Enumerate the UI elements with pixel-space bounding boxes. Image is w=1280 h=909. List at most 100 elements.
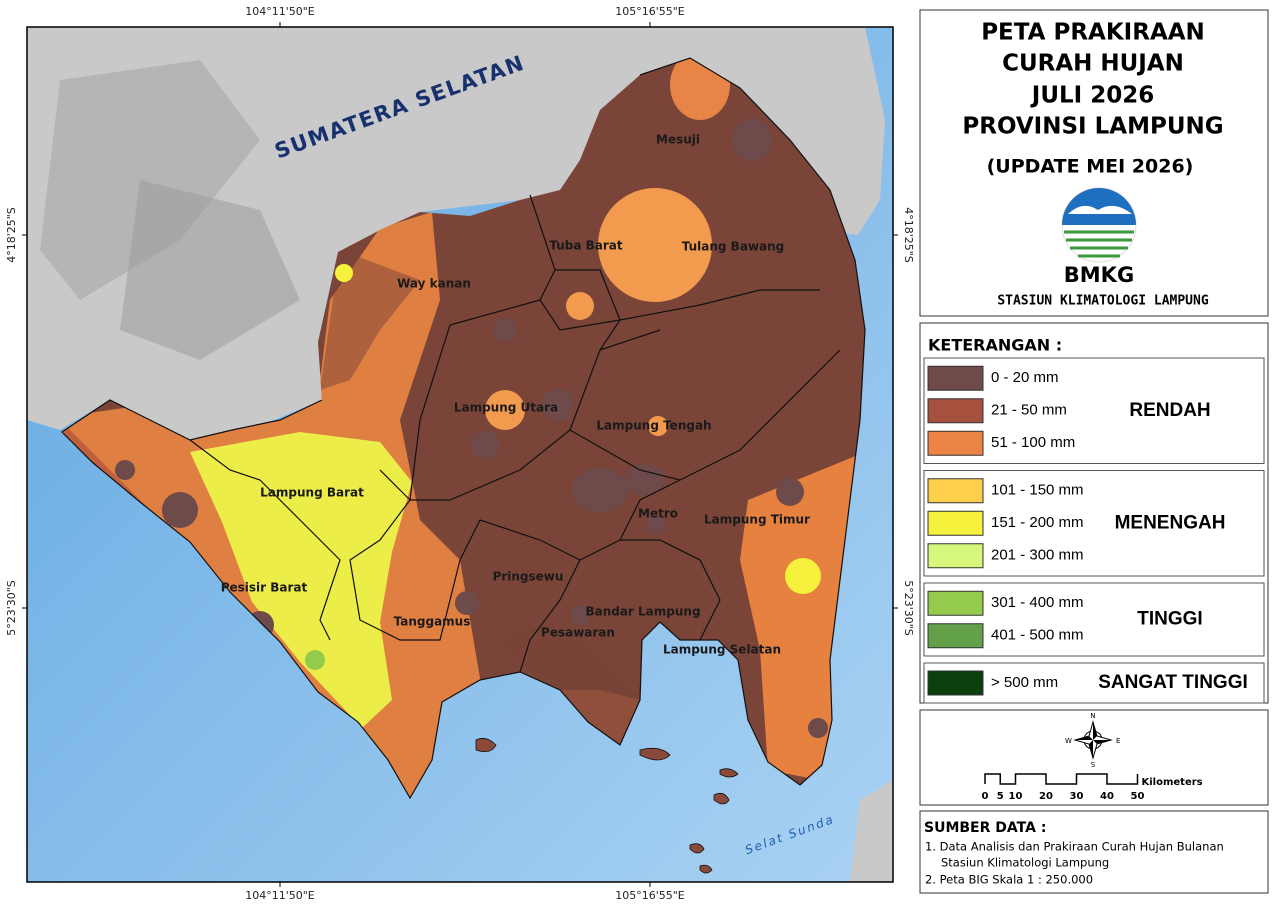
title-line: PETA PRAKIRAAN bbox=[981, 20, 1205, 46]
legend-swatch bbox=[927, 670, 984, 696]
zone bbox=[598, 188, 712, 302]
lat-label: 4°18'25"S bbox=[902, 207, 915, 263]
legend-swatch bbox=[927, 430, 984, 456]
zone bbox=[305, 650, 325, 670]
region-label: Way kanan bbox=[397, 277, 471, 291]
scale-label: 20 bbox=[1039, 791, 1053, 802]
zone bbox=[785, 558, 821, 594]
legend-label: 151 - 200 mm bbox=[991, 514, 1084, 531]
map: SUMATERA SELATAN Selat Sunda Mesuji Tuba… bbox=[27, 27, 893, 882]
source-line: 2. Peta BIG Skala 1 : 250.000 bbox=[925, 873, 1093, 887]
bmkg-logo bbox=[1061, 187, 1137, 263]
region-label: Lampung Selatan bbox=[663, 643, 781, 657]
compass-w: W bbox=[1065, 737, 1072, 745]
region-label: Lampung Timur bbox=[704, 513, 810, 527]
compass-n: N bbox=[1090, 712, 1095, 720]
legend: RENDAH 0 - 20 mm 21 - 50 mm 51 - 100 mm MENE… bbox=[923, 357, 1265, 704]
legend-label: 21 - 50 mm bbox=[991, 402, 1067, 419]
scale-label: 5 bbox=[997, 791, 1004, 802]
zone bbox=[500, 620, 640, 745]
legend-swatch bbox=[927, 623, 984, 649]
legend-heading: KETERANGAN : bbox=[928, 336, 1062, 355]
lat-label: 5°23'30"S bbox=[902, 580, 915, 636]
dry-spots bbox=[115, 118, 828, 738]
zone bbox=[190, 432, 412, 728]
scale-unit: Kilometers bbox=[1142, 777, 1203, 788]
source-box bbox=[919, 810, 1269, 894]
region-label: Tuba Barat bbox=[549, 239, 623, 253]
source-line: 1. Data Analisis dan Prakiraan Curah Huj… bbox=[925, 840, 1224, 854]
legend-label: 201 - 300 mm bbox=[991, 547, 1084, 564]
zone bbox=[335, 264, 353, 282]
graticule-ticks bbox=[22, 22, 898, 887]
map-frame bbox=[26, 26, 894, 883]
title-line: PROVINSI LAMPUNG bbox=[962, 114, 1223, 140]
lon-label: 104°11'50"E bbox=[245, 5, 315, 18]
region-label: Pesawaran bbox=[541, 626, 615, 640]
legend-label: 51 - 100 mm bbox=[991, 434, 1075, 451]
legend-swatch bbox=[927, 510, 984, 536]
region-label: Lampung Barat bbox=[260, 486, 364, 500]
scale-label: 40 bbox=[1100, 791, 1114, 802]
region-label: Tanggamus bbox=[394, 615, 471, 629]
update: (UPDATE MEI 2026) bbox=[987, 156, 1194, 178]
source-line: Stasiun Klimatologi Lampung bbox=[941, 856, 1109, 870]
region-label: Metro bbox=[638, 507, 678, 521]
region-label: Mesuji bbox=[656, 133, 700, 147]
legend-group-box bbox=[923, 357, 1265, 464]
compass-s: S bbox=[1091, 761, 1096, 769]
legend-group-label: RENDAH bbox=[1129, 400, 1210, 421]
legend-swatch bbox=[927, 365, 984, 391]
legend-swatch bbox=[927, 543, 984, 569]
lon-label: 105°16'55"E bbox=[615, 5, 685, 18]
region-labels: Mesuji Tuba Barat Tulang Bawang Way kana… bbox=[221, 133, 810, 657]
scale-label: 50 bbox=[1131, 791, 1145, 802]
legend-label: 301 - 400 mm bbox=[991, 594, 1084, 611]
region-label: Pesisir Barat bbox=[221, 581, 308, 595]
station: STASIUN KLIMATOLOGI LAMPUNG bbox=[997, 294, 1208, 309]
legend-label: > 500 mm bbox=[991, 674, 1058, 691]
scale-bar: 0 5 10 20 30 40 50 Kilometers bbox=[982, 773, 1203, 802]
zone bbox=[320, 250, 420, 390]
legend-label: 0 - 20 mm bbox=[991, 369, 1059, 386]
legend-group-label: TINGGI bbox=[1137, 609, 1202, 630]
legend-group-label: SANGAT TINGGI bbox=[1098, 672, 1248, 693]
islands bbox=[475, 737, 739, 874]
title: PETA PRAKIRAAN CURAH HUJAN JULI 2026 PRO… bbox=[962, 20, 1223, 309]
zone bbox=[485, 390, 525, 430]
scale-label: 0 bbox=[982, 791, 989, 802]
terrain bbox=[120, 180, 300, 360]
lon-label: 105°16'55"E bbox=[615, 889, 685, 902]
legend-group-label: MENENGAH bbox=[1115, 512, 1226, 533]
terrain bbox=[40, 60, 260, 300]
logo-text: BMKG bbox=[1064, 263, 1134, 287]
title-line: JULI 2026 bbox=[1030, 83, 1154, 109]
region-label: Lampung Utara bbox=[454, 401, 558, 415]
legend-swatch bbox=[927, 398, 984, 424]
scale-label: 10 bbox=[1009, 791, 1023, 802]
legend-label: 101 - 150 mm bbox=[991, 482, 1084, 499]
legend-label: 401 - 500 mm bbox=[991, 627, 1084, 644]
legend-group-box bbox=[923, 662, 1265, 704]
region-label: Lampung Tengah bbox=[596, 419, 711, 433]
legend-swatch bbox=[927, 478, 984, 504]
title-line: CURAH HUJAN bbox=[1002, 51, 1184, 77]
compass-e: E bbox=[1116, 737, 1120, 745]
scale-label: 30 bbox=[1070, 791, 1084, 802]
lat-label: 4°18'25"S bbox=[5, 207, 18, 263]
zone bbox=[566, 292, 594, 320]
region-label: Pringsewu bbox=[493, 570, 564, 584]
lon-label: 104°11'50"E bbox=[245, 889, 315, 902]
district-boundaries bbox=[61, 57, 866, 800]
region-label: Tulang Bawang bbox=[682, 240, 785, 254]
lat-label: 5°23'30"S bbox=[5, 580, 18, 636]
zone bbox=[648, 416, 668, 436]
legend-group-box bbox=[923, 582, 1265, 657]
region-label: Bandar Lampung bbox=[585, 605, 700, 619]
source-heading: SUMBER DATA : bbox=[924, 820, 1046, 836]
land-outside bbox=[850, 780, 893, 882]
title-box bbox=[919, 9, 1269, 317]
compass: N E S W bbox=[1065, 712, 1120, 769]
